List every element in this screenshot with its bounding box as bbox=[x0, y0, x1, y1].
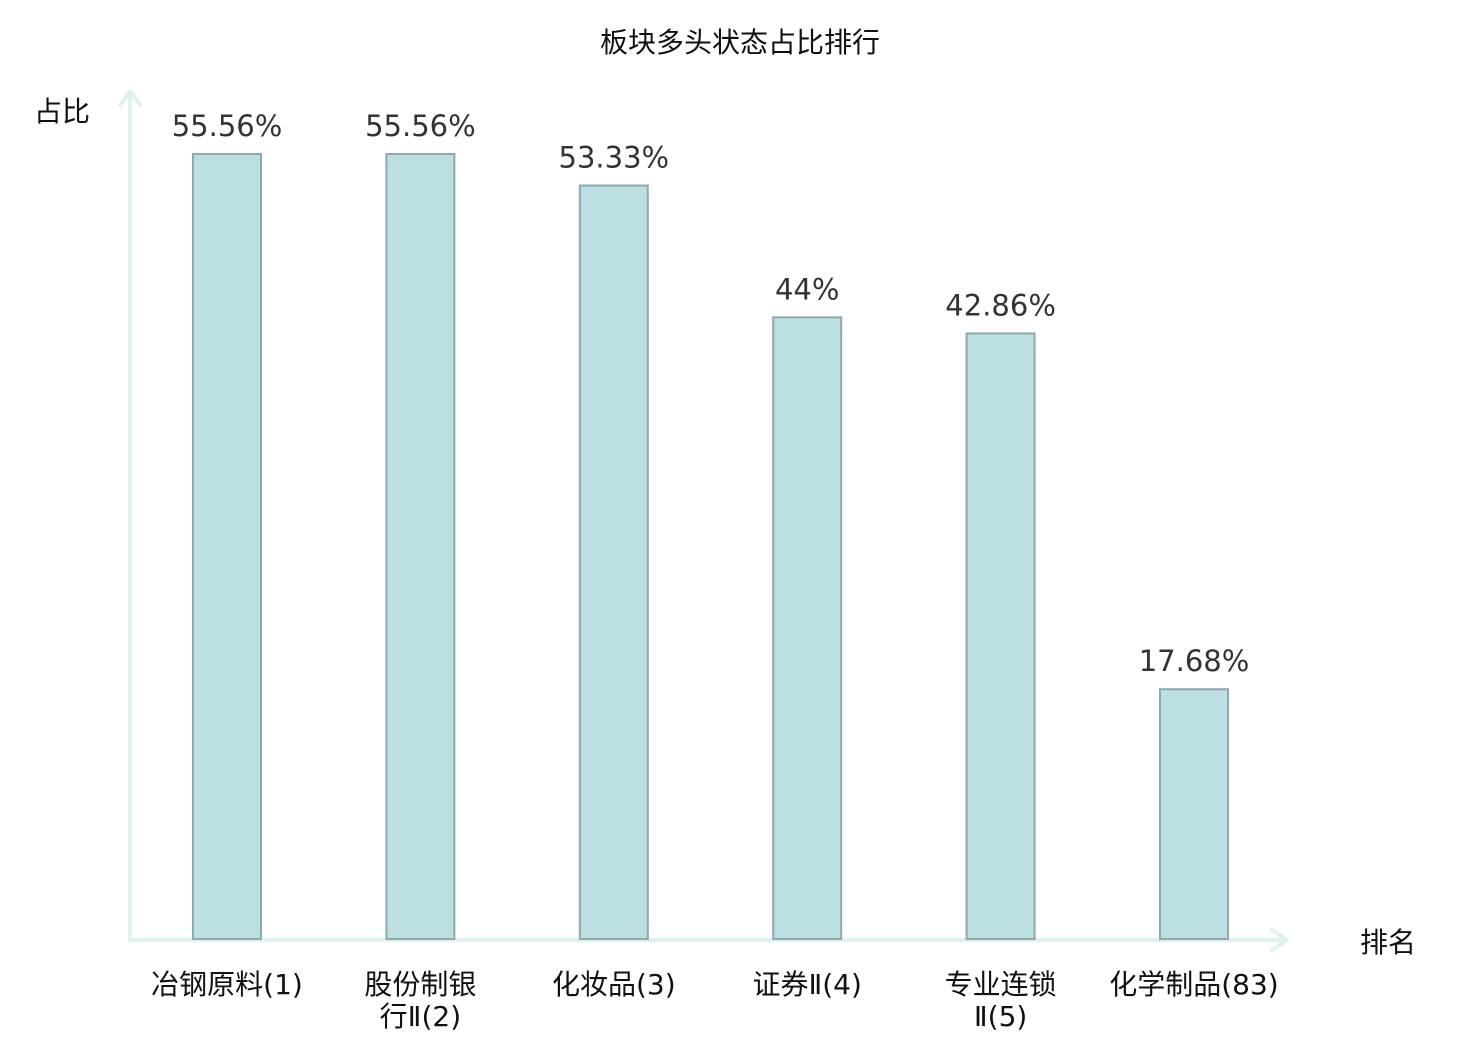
category-label-line: 化妆品(3) bbox=[552, 968, 676, 1001]
bar-5 bbox=[965, 332, 1036, 940]
bar-3 bbox=[578, 184, 649, 940]
category-label-line: 化学制品(83) bbox=[1109, 968, 1278, 1001]
chart-title: 板块多头状态占比排行 bbox=[600, 26, 880, 59]
bar-1 bbox=[192, 153, 262, 940]
category-label-5: 专业连锁 Ⅱ(5) bbox=[945, 968, 1057, 1033]
category-label-3: 化妆品(3) bbox=[552, 968, 676, 1001]
bar-2 bbox=[385, 153, 456, 940]
value-labels: 55.56% 55.56% 53.33% 44% 42.86% 17.68% bbox=[172, 109, 1250, 678]
category-label-line: Ⅱ(5) bbox=[974, 1000, 1027, 1033]
value-label-6: 17.68% bbox=[1139, 644, 1250, 678]
category-label-4: 证券Ⅱ(4) bbox=[752, 968, 861, 1001]
value-label-1: 55.56% bbox=[172, 109, 283, 143]
value-label-4: 44% bbox=[775, 272, 839, 306]
category-label-line: 股份制银 bbox=[364, 968, 476, 1001]
category-label-line: 专业连锁 bbox=[945, 968, 1057, 1001]
y-axis-arrow bbox=[118, 89, 142, 107]
category-labels: 冶钢原料(1) 股份制银行Ⅱ(2) 化妆品(3) 证券Ⅱ(4) 专业连锁 Ⅱ(5) 化学制品… bbox=[151, 968, 1279, 1033]
category-label-2: 股份制银行Ⅱ(2) bbox=[364, 968, 476, 1033]
x-axis-arrow bbox=[1270, 928, 1289, 952]
bar-6 bbox=[1159, 688, 1229, 941]
bar-4 bbox=[772, 316, 843, 941]
axes bbox=[118, 89, 1289, 952]
value-label-2: 55.56% bbox=[365, 109, 476, 143]
category-label-6: 化学制品(83) bbox=[1109, 968, 1278, 1001]
value-label-5: 42.86% bbox=[945, 288, 1056, 322]
x-axis-label: 排名 bbox=[1360, 926, 1416, 959]
bars bbox=[192, 153, 1229, 941]
category-label-line: 冶钢原料(1) bbox=[151, 968, 303, 1001]
y-axis-label: 占比 bbox=[34, 95, 90, 128]
value-label-3: 53.33% bbox=[559, 141, 670, 175]
category-label-line: 行Ⅱ(2) bbox=[380, 1000, 461, 1033]
category-label-line: 证券Ⅱ(4) bbox=[752, 968, 861, 1001]
category-label-1: 冶钢原料(1) bbox=[151, 968, 303, 1001]
